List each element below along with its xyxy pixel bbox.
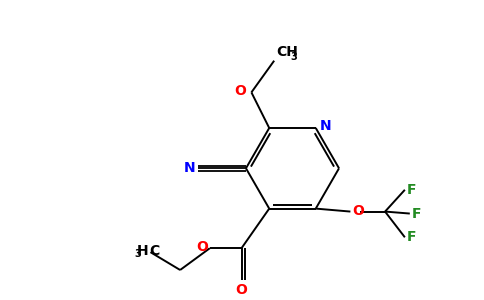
Text: O: O xyxy=(352,204,364,218)
Text: O: O xyxy=(236,283,247,297)
Text: H: H xyxy=(137,244,149,258)
Text: O: O xyxy=(235,84,246,98)
Text: C: C xyxy=(150,244,160,258)
Text: F: F xyxy=(412,207,421,220)
Text: 3: 3 xyxy=(135,249,141,259)
Text: CH: CH xyxy=(276,45,298,59)
Text: N: N xyxy=(184,161,196,175)
Text: F: F xyxy=(407,230,416,244)
Text: F: F xyxy=(407,183,416,197)
Text: N: N xyxy=(320,119,332,133)
Text: 3: 3 xyxy=(290,52,297,62)
Text: O: O xyxy=(196,240,208,254)
